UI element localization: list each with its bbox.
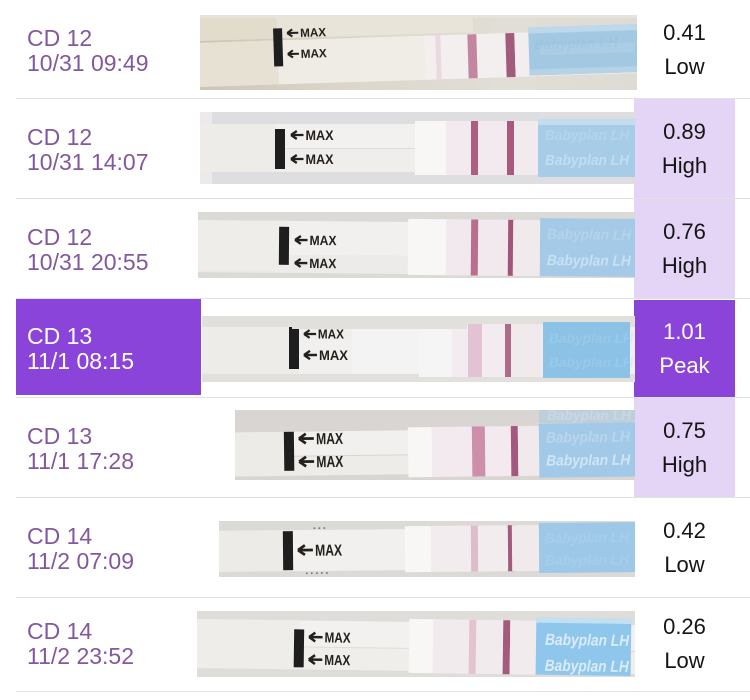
svg-text:.....: ..... [305,565,330,577]
svg-text:Babyplan LH: Babyplan LH [547,226,632,244]
svg-text:Babyplan LH: Babyplan LH [545,551,630,568]
svg-text:MAX: MAX [319,347,349,363]
svg-text:Babyplan LH: Babyplan LH [545,632,630,650]
svg-text:Babyplan LH: Babyplan LH [547,252,632,270]
svg-text:MAX: MAX [301,46,327,61]
svg-text:Babyplan LH: Babyplan LH [546,429,631,447]
svg-text:Babyplan LH: Babyplan LH [545,529,630,546]
svg-text:MAX: MAX [315,543,342,560]
svg-text:Babyplan LH: Babyplan LH [546,452,631,470]
svg-text:MAX: MAX [324,630,350,646]
svg-text:...: ... [313,521,328,532]
svg-text:Babyplan LH: Babyplan LH [549,330,634,346]
svg-text:Babyplan LH: Babyplan LH [545,127,630,144]
svg-text:MAX: MAX [316,454,343,471]
svg-text:MAX: MAX [306,128,334,143]
svg-text:MAX: MAX [324,653,350,669]
svg-text:MAX: MAX [309,233,336,248]
svg-text:Babyplan LH: Babyplan LH [549,354,634,370]
svg-text:MAX: MAX [318,327,344,342]
svg-text:MAX: MAX [306,152,334,167]
svg-text:Babyplan LH: Babyplan LH [545,152,630,169]
svg-text:Babyplan LH: Babyplan LH [533,34,618,53]
svg-text:MAX: MAX [309,256,336,271]
svg-text:Babyplan LH: Babyplan LH [547,410,632,423]
svg-text:MAX: MAX [316,431,343,448]
svg-text:MAX: MAX [300,25,326,40]
svg-text:Babyplan LH: Babyplan LH [545,658,630,676]
